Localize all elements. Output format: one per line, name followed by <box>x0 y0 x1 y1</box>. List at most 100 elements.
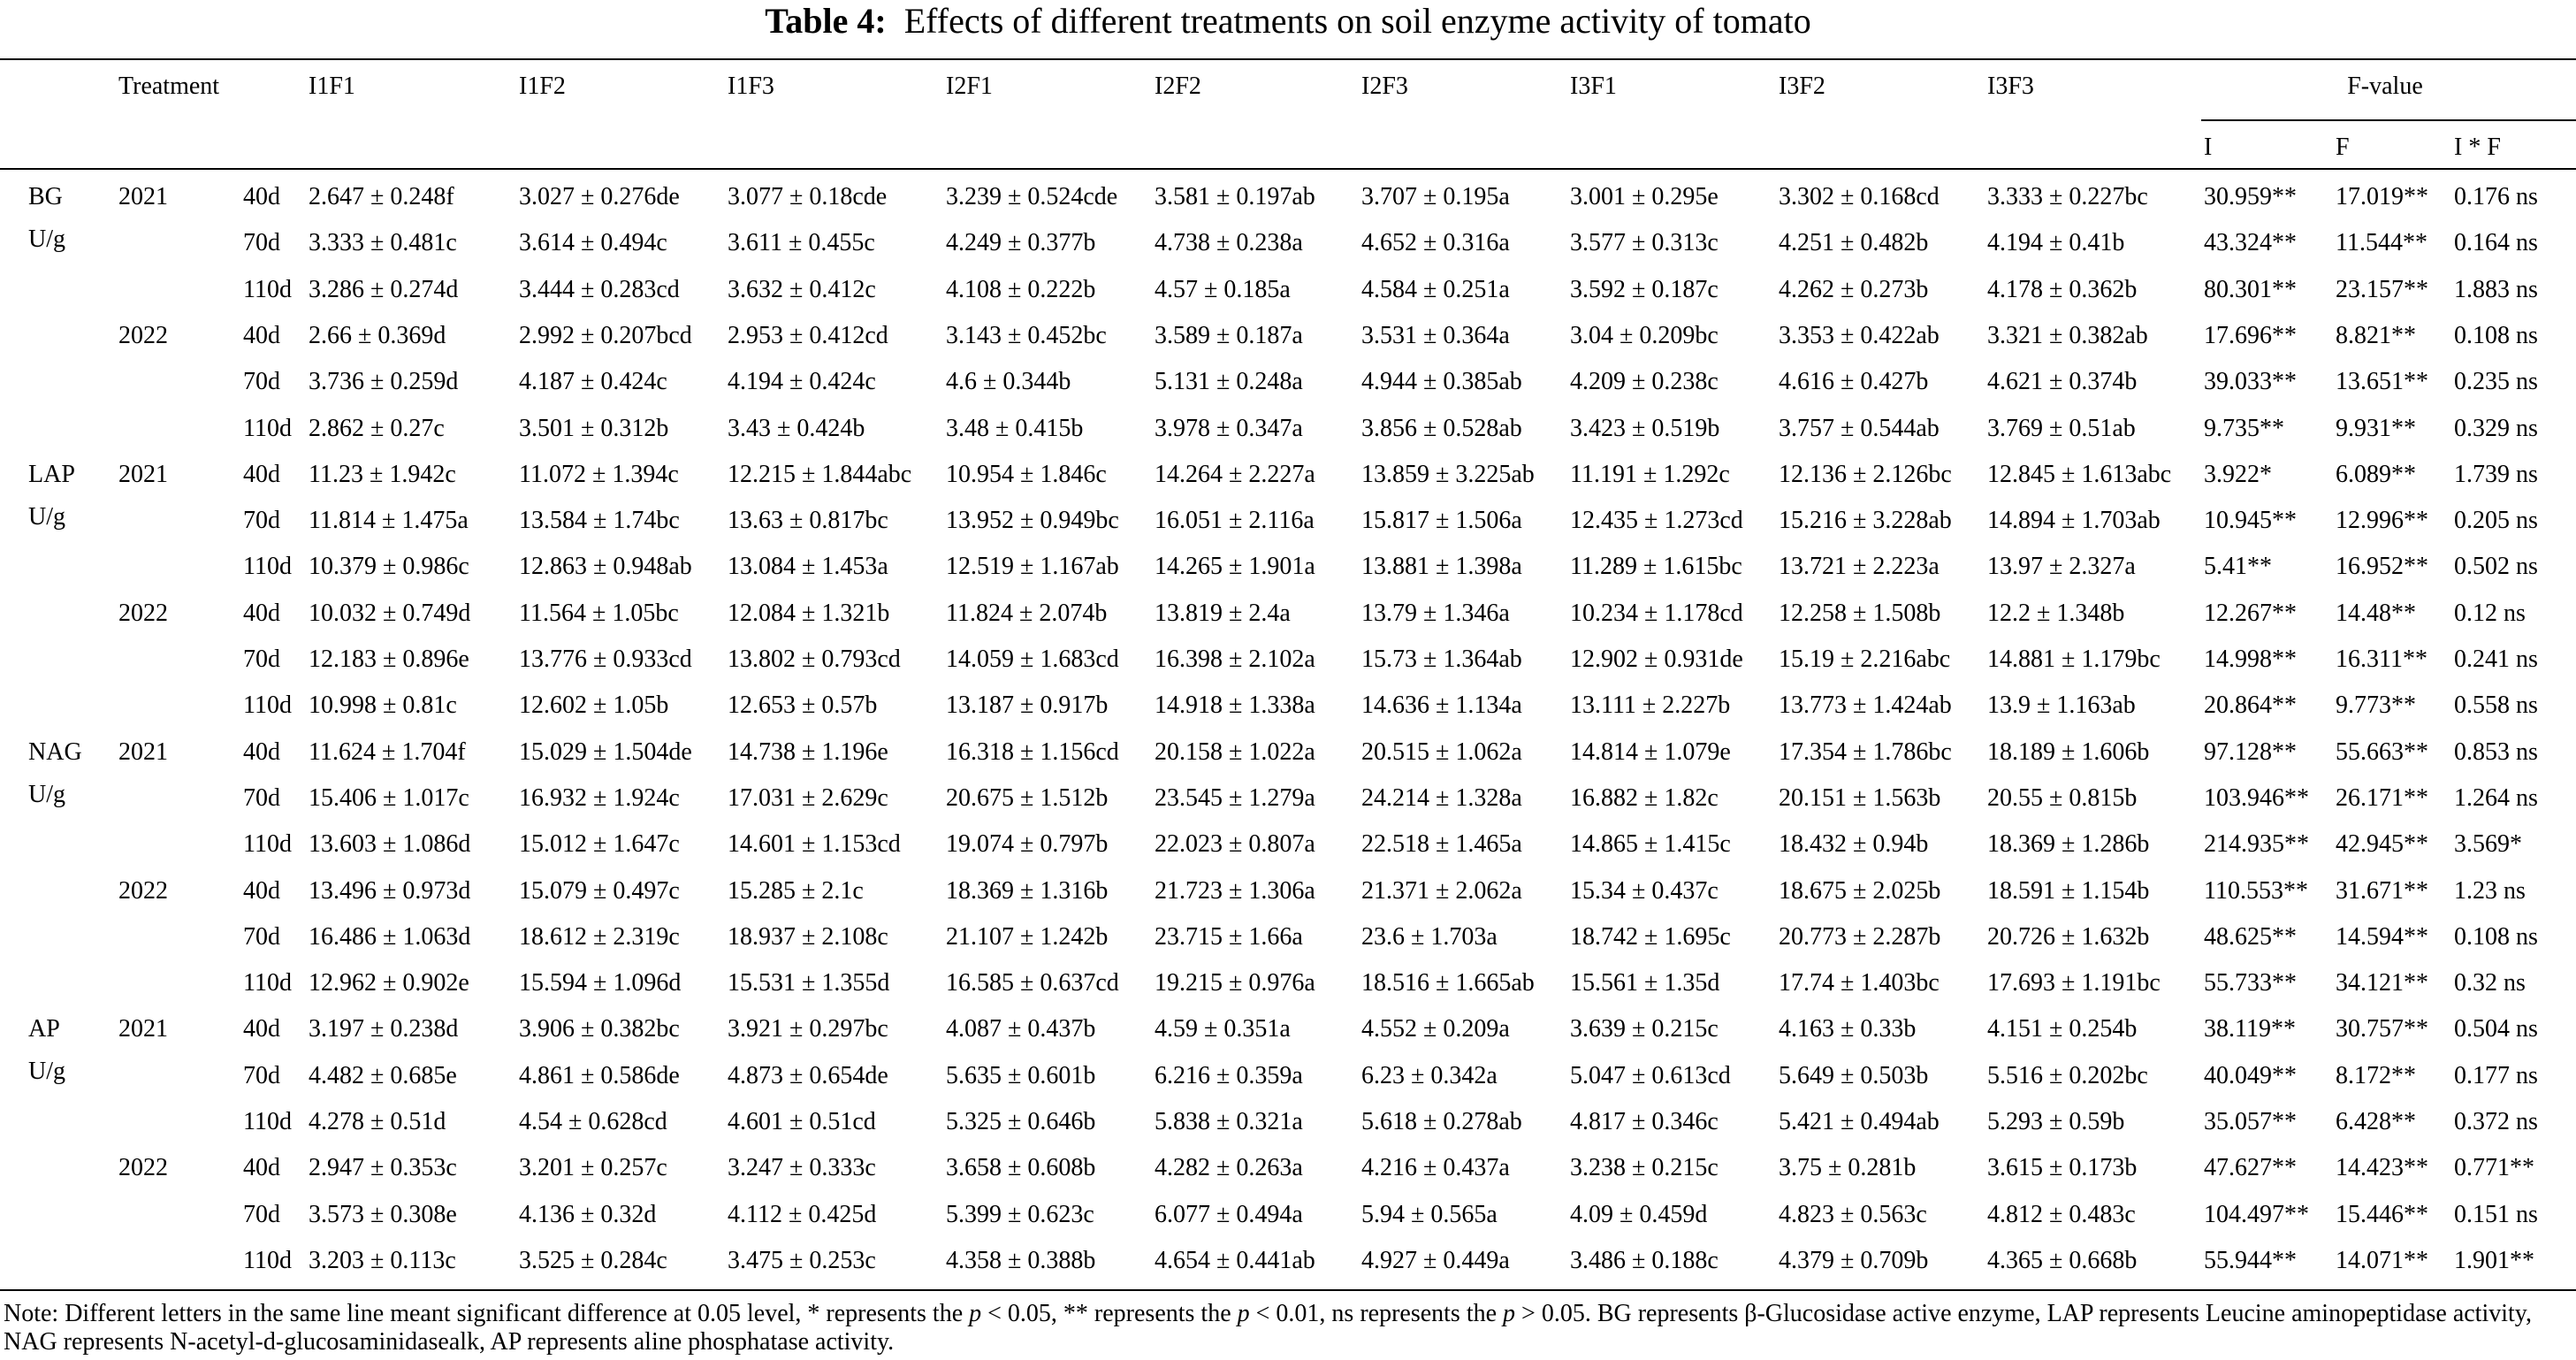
cell: 13.97 ± 2.327a <box>1987 553 2136 581</box>
cell: 12.435 ± 1.273cd <box>1570 507 1743 535</box>
cell: 15.216 ± 3.228ab <box>1779 507 1952 535</box>
cell: 0.108 ns <box>2454 922 2538 951</box>
cell: 21.107 ± 1.242b <box>946 922 1109 951</box>
day: 110d <box>243 275 292 303</box>
cell: 13.881 ± 1.398a <box>1361 553 1522 581</box>
cell: 15.19 ± 2.216abc <box>1779 646 1951 673</box>
cell: 4.823 ± 0.563c <box>1779 1200 1927 1228</box>
cell: 13.79 ± 1.346a <box>1361 599 1510 627</box>
header-fvalue: F-value <box>2347 73 2423 100</box>
cell: 3.203 ± 0.113c <box>309 1246 456 1274</box>
cell: 2.992 ± 0.207bcd <box>519 321 692 349</box>
cell: 4.552 ± 0.209a <box>1361 1015 1510 1043</box>
cell: 40.049** <box>2204 1061 2297 1089</box>
cell: 4.09 ± 0.459d <box>1570 1200 1708 1228</box>
cell: 10.032 ± 0.749d <box>309 599 471 627</box>
cell: 17.354 ± 1.786bc <box>1779 737 1952 766</box>
cell: 42.945** <box>2336 830 2428 859</box>
cell: 14.48** <box>2336 599 2416 627</box>
cell: 12.863 ± 0.948ab <box>519 553 692 581</box>
cell: 4.379 ± 0.709b <box>1779 1246 1929 1274</box>
day: 110d <box>243 1108 292 1135</box>
cell: 17.031 ± 2.629c <box>728 783 888 812</box>
cell: 1.883 ns <box>2454 275 2538 303</box>
cell: 21.723 ± 1.306a <box>1155 876 1315 905</box>
cell: 9.773** <box>2336 691 2416 720</box>
cell: 0.235 ns <box>2454 368 2538 396</box>
cell: 3.769 ± 0.51ab <box>1987 414 2136 442</box>
cell: 3.333 ± 0.481c <box>309 229 457 257</box>
cell: 4.278 ± 0.51d <box>309 1108 446 1135</box>
cell: 15.561 ± 1.35d <box>1570 969 1720 997</box>
cell: 20.158 ± 1.022a <box>1155 737 1315 766</box>
table-label: Table 4: <box>765 1 887 41</box>
cell: 20.726 ± 1.632b <box>1987 922 2150 951</box>
cell: 4.358 ± 0.388b <box>946 1246 1096 1274</box>
cell: 14.601 ± 1.153cd <box>728 830 901 859</box>
cell: 4.365 ± 0.668b <box>1987 1246 2138 1274</box>
cell: 3.286 ± 0.274d <box>309 275 459 303</box>
note-p: p <box>1237 1300 1250 1327</box>
cell: 1.23 ns <box>2454 876 2526 905</box>
cell: 10.234 ± 1.178cd <box>1570 599 1743 627</box>
cell: 12.653 ± 0.57b <box>728 691 878 720</box>
cell: 5.838 ± 0.321a <box>1155 1108 1303 1135</box>
day: 110d <box>243 830 292 859</box>
cell: 8.821** <box>2336 321 2416 349</box>
cell: 4.584 ± 0.251a <box>1361 275 1510 303</box>
cell: 19.215 ± 0.976a <box>1155 969 1315 997</box>
cell: 3.614 ± 0.494c <box>519 229 667 257</box>
cell: 20.773 ± 2.287b <box>1779 922 1941 951</box>
cell: 4.282 ± 0.263a <box>1155 1154 1303 1182</box>
cell: 1.264 ns <box>2454 783 2538 812</box>
cell: 17.696** <box>2204 321 2297 349</box>
cell: 4.112 ± 0.425d <box>728 1200 877 1228</box>
cell: 23.545 ± 1.279a <box>1155 783 1315 812</box>
cell: 0.558 ns <box>2454 691 2538 720</box>
cell: 20.151 ± 1.563b <box>1779 783 1941 812</box>
cell: 20.675 ± 1.512b <box>946 783 1109 812</box>
table-note: Note: Different letters in the same line… <box>4 1300 2567 1356</box>
cell: 15.029 ± 1.504de <box>519 737 692 766</box>
cell: 4.194 ± 0.424c <box>728 368 876 396</box>
cell: 3.001 ± 0.295e <box>1570 183 1719 210</box>
cell: 47.627** <box>2204 1154 2297 1182</box>
cell: 12.2 ± 1.348b <box>1987 599 2125 627</box>
cell: 13.084 ± 1.453a <box>728 553 888 581</box>
cell: 8.172** <box>2336 1061 2416 1089</box>
cell: 4.601 ± 0.51cd <box>728 1108 876 1135</box>
day: 70d <box>243 368 280 396</box>
cell: 17.019** <box>2336 183 2428 210</box>
cell: 3.658 ± 0.608b <box>946 1154 1096 1182</box>
cell: 9.735** <box>2204 414 2284 442</box>
cell: 13.187 ± 0.917b <box>946 691 1109 720</box>
day: 40d <box>243 737 280 766</box>
cell: 11.544** <box>2336 229 2427 257</box>
header-column: I2F2 <box>1155 73 1201 100</box>
cell: 13.773 ± 1.424ab <box>1779 691 1952 720</box>
title-text: Effects of different treatments on soil … <box>903 1 1811 41</box>
cell: 55.663** <box>2336 737 2428 766</box>
cell: 3.501 ± 0.312b <box>519 414 669 442</box>
cell: 3.592 ± 0.187c <box>1570 275 1719 303</box>
cell: 20.864** <box>2204 691 2297 720</box>
cell: 13.776 ± 0.933cd <box>519 646 692 673</box>
cell: 15.012 ± 1.647c <box>519 830 680 859</box>
cell: 3.978 ± 0.347a <box>1155 414 1303 442</box>
cell: 5.421 ± 0.494ab <box>1779 1108 1940 1135</box>
cell: 13.9 ± 1.163ab <box>1987 691 2136 720</box>
cell: 4.616 ± 0.427b <box>1779 368 1929 396</box>
cell: 0.164 ns <box>2454 229 2538 257</box>
cell: 5.325 ± 0.646b <box>946 1108 1096 1135</box>
cell: 9.931** <box>2336 414 2416 442</box>
cell: 3.077 ± 0.18cde <box>728 183 888 210</box>
cell: 12.136 ± 2.126bc <box>1779 460 1952 488</box>
cell: 6.216 ± 0.359a <box>1155 1061 1303 1089</box>
cell: 11.814 ± 1.475a <box>309 507 469 535</box>
cell: 3.577 ± 0.313c <box>1570 229 1719 257</box>
year: 2022 <box>118 321 168 349</box>
cell: 0.329 ns <box>2454 414 2538 442</box>
cell: 16.882 ± 1.82c <box>1570 783 1719 812</box>
cell: 4.151 ± 0.254b <box>1987 1015 2138 1043</box>
cell: 10.379 ± 0.986c <box>309 553 469 581</box>
